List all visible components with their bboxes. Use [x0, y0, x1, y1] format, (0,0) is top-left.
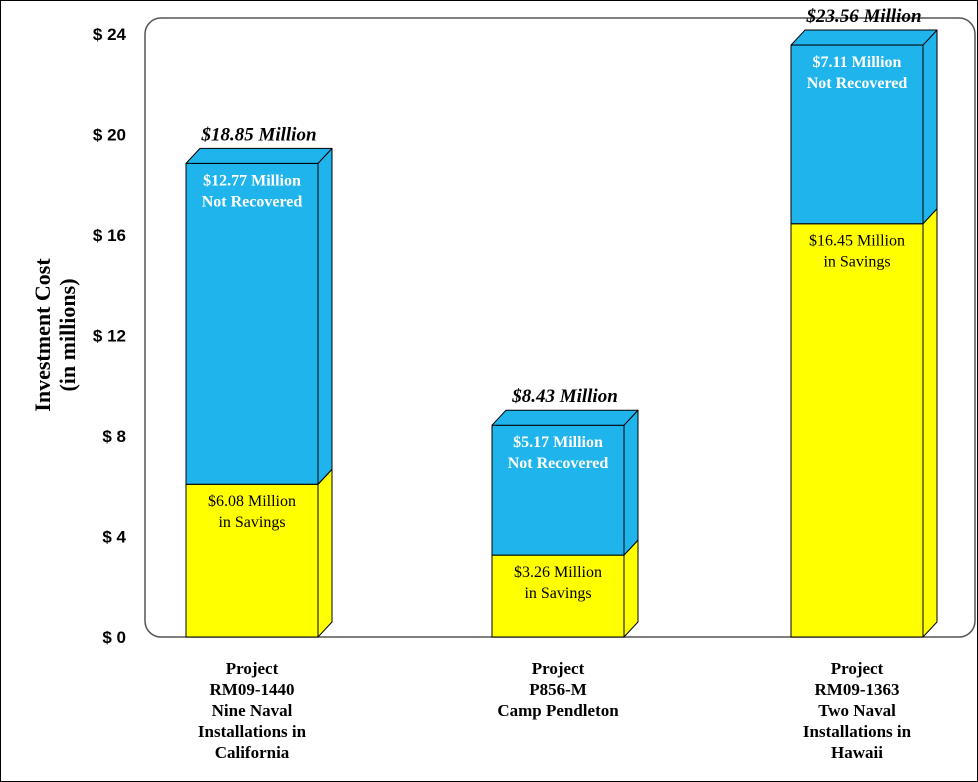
segment-label: $16.45 Million [809, 233, 905, 250]
not-recovered-segment-top [491, 409, 639, 426]
bar-group: $16.45 Million in Savings $7.11 Million Not… [790, 6, 938, 638]
category-label-line: California [215, 743, 290, 762]
bar-total-label: $8.43 Million [511, 386, 618, 407]
y-tick-label: $ 8 [102, 427, 126, 446]
category-label-line: Two Naval [818, 701, 896, 720]
savings-segment: $3.26 Million in Savings [491, 539, 639, 638]
category-label-line: Installations in [803, 722, 912, 741]
savings-segment: $6.08 Million in Savings [185, 468, 333, 638]
y-tick-label: $ 0 [102, 628, 126, 647]
category-label-line: Project [226, 659, 279, 678]
savings-segment-side [317, 468, 333, 638]
category-label-line: Installations in [198, 722, 307, 741]
segment-label: $12.77 Million [203, 172, 301, 189]
bar-group: $3.26 Million in Savings $5.17 Million Not … [491, 386, 639, 638]
segment-label: $5.17 Million [513, 434, 603, 451]
not-recovered-segment-side [623, 409, 639, 556]
not-recovered-segment: $12.77 Million Not Recovered [185, 147, 333, 485]
not-recovered-segment-front [185, 162, 319, 485]
y-axis-label: Investment Cost (in millions) [30, 258, 80, 412]
savings-segment-side [922, 208, 938, 638]
y-tick-label: $ 12 [93, 327, 126, 346]
category-label-line: P856-M [529, 680, 587, 699]
not-recovered-segment: $5.17 Million Not Recovered [491, 409, 639, 556]
category-label-line: Camp Pendleton [497, 701, 619, 720]
category-labels: Project RM09-1440 Nine Naval Installations … [198, 659, 912, 762]
savings-segment-front [790, 223, 924, 638]
bars: $6.08 Million in Savings $12.77 Million Not… [185, 6, 938, 638]
not-recovered-segment: $7.11 Million Not Recovered [790, 29, 938, 225]
savings-segment-front [185, 483, 319, 638]
y-tick-label: $ 24 [93, 25, 127, 44]
not-recovered-segment-top [185, 147, 333, 164]
savings-segment: $16.45 Million in Savings [790, 208, 938, 638]
y-axis-label-line-1: Investment Cost [30, 258, 55, 412]
segment-label: $3.26 Million [514, 564, 602, 581]
category-label-line: Project [831, 659, 884, 678]
segment-label: in Savings [823, 254, 890, 271]
segment-label: Not Recovered [508, 455, 609, 472]
category-label-line: RM09-1363 [815, 680, 900, 699]
y-axis-label-line-2: (in millions) [55, 278, 80, 391]
segment-label: $7.11 Million [813, 54, 902, 71]
y-tick-label: $ 4 [102, 528, 126, 547]
segment-label: $6.08 Million [208, 493, 296, 510]
y-axis: $ 0 $ 4 $ 8 $ 12 $ 16 $ 20 $ 24 [93, 25, 127, 647]
not-recovered-segment-side [317, 147, 333, 485]
segment-label: Not Recovered [807, 75, 908, 92]
segment-label: Not Recovered [202, 193, 303, 210]
category-label-line: Hawaii [831, 743, 883, 762]
category-label-line: RM09-1440 [210, 680, 295, 699]
not-recovered-segment-front [491, 424, 625, 556]
y-tick-label: $ 20 [93, 126, 126, 145]
bar-total-label: $23.56 Million [805, 6, 921, 27]
bar-total-label: $18.85 Million [200, 124, 316, 145]
savings-segment-front [491, 554, 625, 638]
segment-label: in Savings [524, 585, 591, 602]
category-label-line: Nine Naval [212, 701, 293, 720]
bar-group: $6.08 Million in Savings $12.77 Million Not… [185, 124, 333, 638]
not-recovered-segment-top [790, 29, 938, 46]
category-label-line: Project [532, 659, 585, 678]
segment-label: in Savings [218, 514, 285, 531]
not-recovered-segment-side [922, 29, 938, 225]
savings-segment-side [623, 539, 639, 638]
not-recovered-segment-front [790, 44, 924, 225]
y-tick-label: $ 16 [93, 226, 126, 245]
